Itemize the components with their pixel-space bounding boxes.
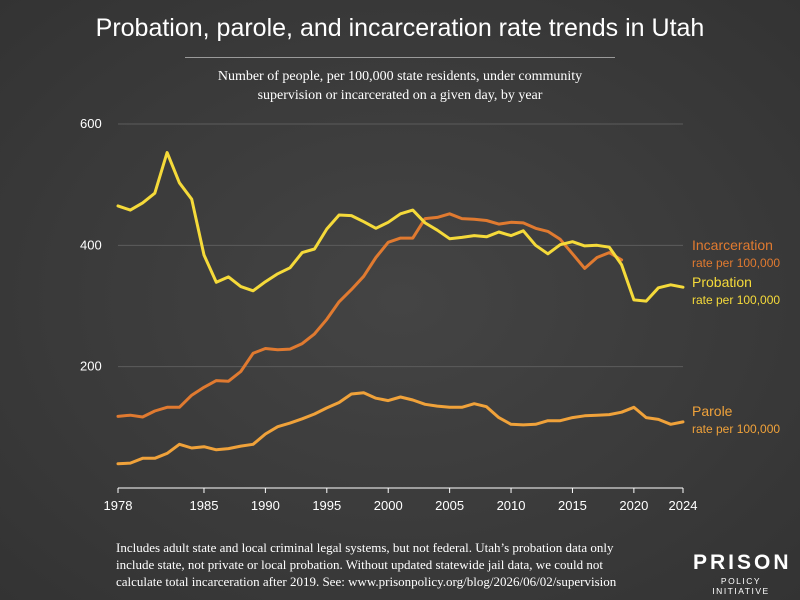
footnote-line-2: include state, not private or local prob… [116,557,603,572]
chart-subtitle: Number of people, per 100,000 state resi… [170,67,630,105]
chart-title: Probation, parole, and incarceration rat… [95,14,705,42]
x-tick-label: 2015 [558,498,587,513]
subtitle-line-1: Number of people, per 100,000 state resi… [217,69,583,84]
x-tick-label: 2020 [619,498,648,513]
x-tick-label: 2010 [497,498,526,513]
y-tick-label: 400 [80,237,102,252]
series-sublabel-incarceration: rate per 100,000 [692,256,780,270]
x-tick-label: 1985 [190,498,219,513]
series-label-probation: Probation [692,274,752,290]
series-lines [116,151,685,466]
x-tick-label: 2005 [435,498,464,513]
title-divider [185,57,615,58]
footnote-line-3: calculate total incarceration after 2019… [116,574,617,589]
x-tick-label: 2024 [669,498,698,513]
series-labels: Incarceration rate per 100,000 Probation ra… [692,237,780,436]
subtitle-line-2: supervision or incarcerated on a given d… [257,88,543,103]
series-line-incarceration [116,212,624,419]
logo-main-text: PRISON [693,551,792,574]
series-line-parole [116,391,685,466]
footnote-line-1: Includes adult state and local criminal … [116,540,614,555]
series-label-parole: Parole [692,403,733,419]
x-axis: 1978 1985 1990 1995 2000 2005 2010 2015 2020 2024 [104,487,698,513]
series-sublabel-probation: rate per 100,000 [692,293,780,307]
series-line-probation [116,151,685,303]
logo-sub-text: POLICY INITIATIVE [712,576,770,596]
x-tick-label: 1995 [312,498,341,513]
prison-policy-initiative-logo: PRISON POLICY INITIATIVE [693,551,792,597]
x-tick-label: 2000 [374,498,403,513]
y-tick-label: 200 [80,359,102,374]
series-label-incarceration: Incarceration [692,237,773,253]
footnote: Includes adult state and local criminal … [116,539,676,590]
series-sublabel-parole: rate per 100,000 [692,422,780,436]
y-tick-label: 600 [80,116,102,131]
x-tick-label: 1978 [104,498,133,513]
x-tick-label: 1990 [251,498,280,513]
